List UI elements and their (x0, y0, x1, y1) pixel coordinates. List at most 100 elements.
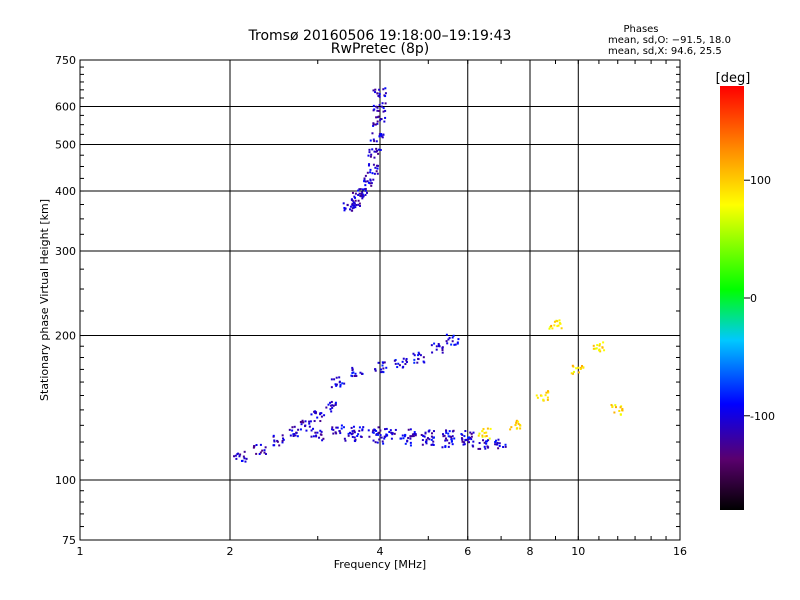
data-point (369, 168, 372, 171)
data-point (460, 433, 463, 436)
data-point (472, 445, 475, 448)
data-point (393, 359, 396, 362)
x-tick-label: 8 (527, 545, 534, 558)
data-point (445, 431, 448, 434)
data-point (264, 452, 267, 455)
data-point (546, 396, 549, 399)
data-point (373, 172, 376, 175)
data-point (544, 394, 547, 397)
data-point (467, 441, 470, 444)
colorbar-tick-label: 100 (750, 174, 771, 187)
data-point (372, 439, 375, 442)
data-point (498, 444, 501, 447)
data-point (353, 431, 356, 434)
data-point (367, 164, 370, 167)
data-point (374, 369, 377, 372)
data-point (375, 150, 378, 153)
data-point (335, 376, 338, 379)
data-point (425, 440, 428, 443)
data-point (484, 447, 487, 450)
data-point (338, 430, 341, 433)
data-point (372, 122, 375, 125)
data-point (330, 404, 333, 407)
data-point (454, 343, 457, 346)
data-point (346, 204, 349, 207)
data-point (353, 429, 356, 432)
data-point (447, 435, 450, 438)
data-point (447, 432, 450, 435)
data-point (545, 391, 548, 394)
data-point (381, 440, 384, 443)
data-point (272, 434, 275, 437)
data-point (340, 427, 343, 430)
x-tick-label: 10 (571, 545, 585, 558)
data-point (519, 424, 522, 427)
data-point (384, 116, 387, 119)
data-point (481, 429, 484, 432)
data-point (457, 338, 460, 341)
data-point (332, 432, 335, 435)
data-point (330, 386, 333, 389)
data-point (372, 89, 375, 92)
data-point (375, 147, 378, 150)
data-point (488, 437, 491, 440)
data-point (238, 455, 241, 458)
data-point (343, 206, 346, 209)
data-point (494, 441, 497, 444)
data-point (448, 442, 451, 445)
data-point (481, 434, 484, 437)
data-point (435, 345, 438, 348)
data-point (378, 103, 381, 106)
data-point (379, 119, 382, 122)
data-point (240, 459, 243, 462)
data-point (383, 361, 386, 364)
data-point (385, 366, 388, 369)
data-point (356, 435, 359, 438)
data-point (381, 102, 384, 105)
data-point (469, 431, 472, 434)
data-point (369, 155, 372, 158)
data-point (320, 415, 323, 418)
data-point (383, 120, 386, 123)
data-point (425, 442, 428, 445)
data-point (433, 342, 436, 345)
data-point (441, 433, 444, 436)
data-point (373, 156, 376, 159)
data-point (504, 443, 507, 446)
data-point (486, 440, 489, 443)
data-point (281, 441, 284, 444)
y-tick-label: 500 (55, 139, 76, 152)
data-point (374, 88, 377, 91)
data-point (447, 338, 450, 341)
data-point (263, 449, 266, 452)
data-point (364, 180, 367, 183)
data-point (376, 122, 379, 125)
data-point (556, 325, 559, 328)
grid-lines (80, 60, 680, 540)
data-point (314, 410, 317, 413)
data-point (470, 435, 473, 438)
data-point (383, 428, 386, 431)
data-point (414, 433, 417, 436)
data-point (445, 340, 448, 343)
data-point (378, 109, 381, 112)
data-point (444, 437, 447, 440)
data-point (487, 439, 490, 442)
data-point (481, 435, 484, 438)
data-point (330, 378, 333, 381)
data-point (368, 435, 371, 438)
data-point (542, 398, 545, 401)
data-point (243, 450, 246, 453)
data-point (421, 443, 424, 446)
data-point (420, 433, 423, 436)
data-point (409, 444, 412, 447)
data-point (464, 430, 467, 433)
data-point (519, 427, 522, 430)
data-point (350, 426, 353, 429)
data-point (599, 350, 602, 353)
data-point (354, 199, 357, 202)
data-point (329, 408, 332, 411)
data-point (321, 439, 324, 442)
data-point (278, 444, 281, 447)
data-point (327, 403, 330, 406)
